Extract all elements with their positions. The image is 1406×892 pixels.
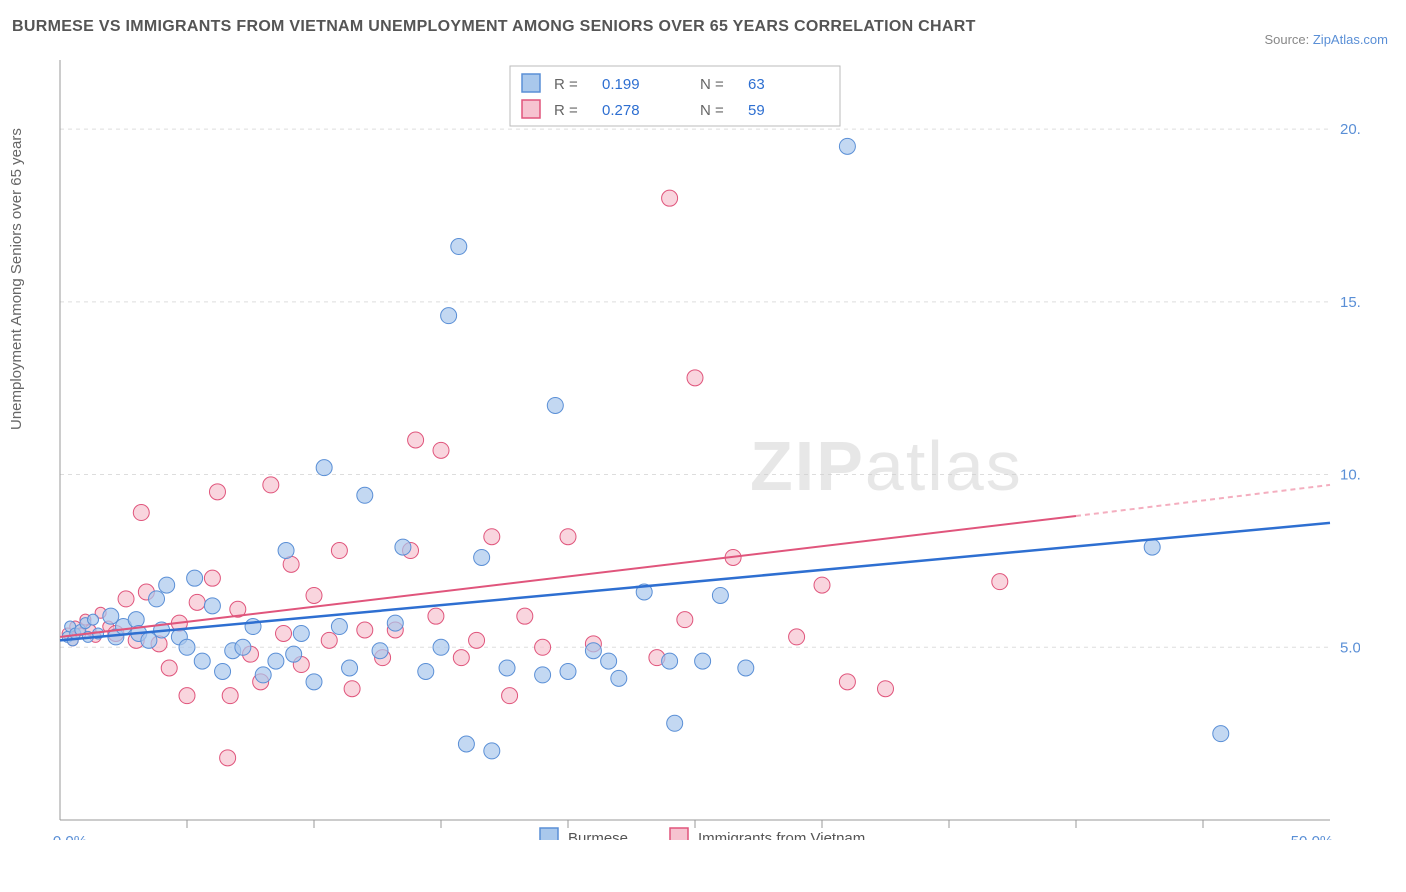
svg-text:20.0%: 20.0% [1340,121,1360,138]
svg-text:0.0%: 0.0% [53,833,87,840]
svg-text:R =: R = [554,102,578,119]
svg-text:63: 63 [748,76,765,93]
y-axis-label: Unemployment Among Seniors over 65 years [8,128,25,430]
svg-text:5.0%: 5.0% [1340,639,1360,656]
svg-text:0.278: 0.278 [602,102,640,119]
svg-text:R =: R = [554,76,578,93]
svg-text:Immigrants from Vietnam: Immigrants from Vietnam [698,830,865,840]
source-attribution: Source: ZipAtlas.com [1264,32,1388,47]
svg-text:59: 59 [748,102,765,119]
svg-text:Burmese: Burmese [568,830,628,840]
svg-text:N =: N = [700,76,724,93]
svg-text:0.199: 0.199 [602,76,640,93]
chart-title: BURMESE VS IMMIGRANTS FROM VIETNAM UNEMP… [12,18,976,36]
source-link[interactable]: ZipAtlas.com [1313,32,1388,47]
svg-text:10.0%: 10.0% [1340,467,1360,484]
svg-text:N =: N = [700,102,724,119]
scatter-chart: 5.0%10.0%15.0%20.0%0.0%50.0%ZIPatlasR = … [50,60,1360,840]
svg-text:50.0%: 50.0% [1291,833,1334,840]
svg-text:15.0%: 15.0% [1340,294,1360,311]
source-prefix: Source: [1264,32,1312,47]
svg-text:ZIPatlas: ZIPatlas [750,427,1023,505]
